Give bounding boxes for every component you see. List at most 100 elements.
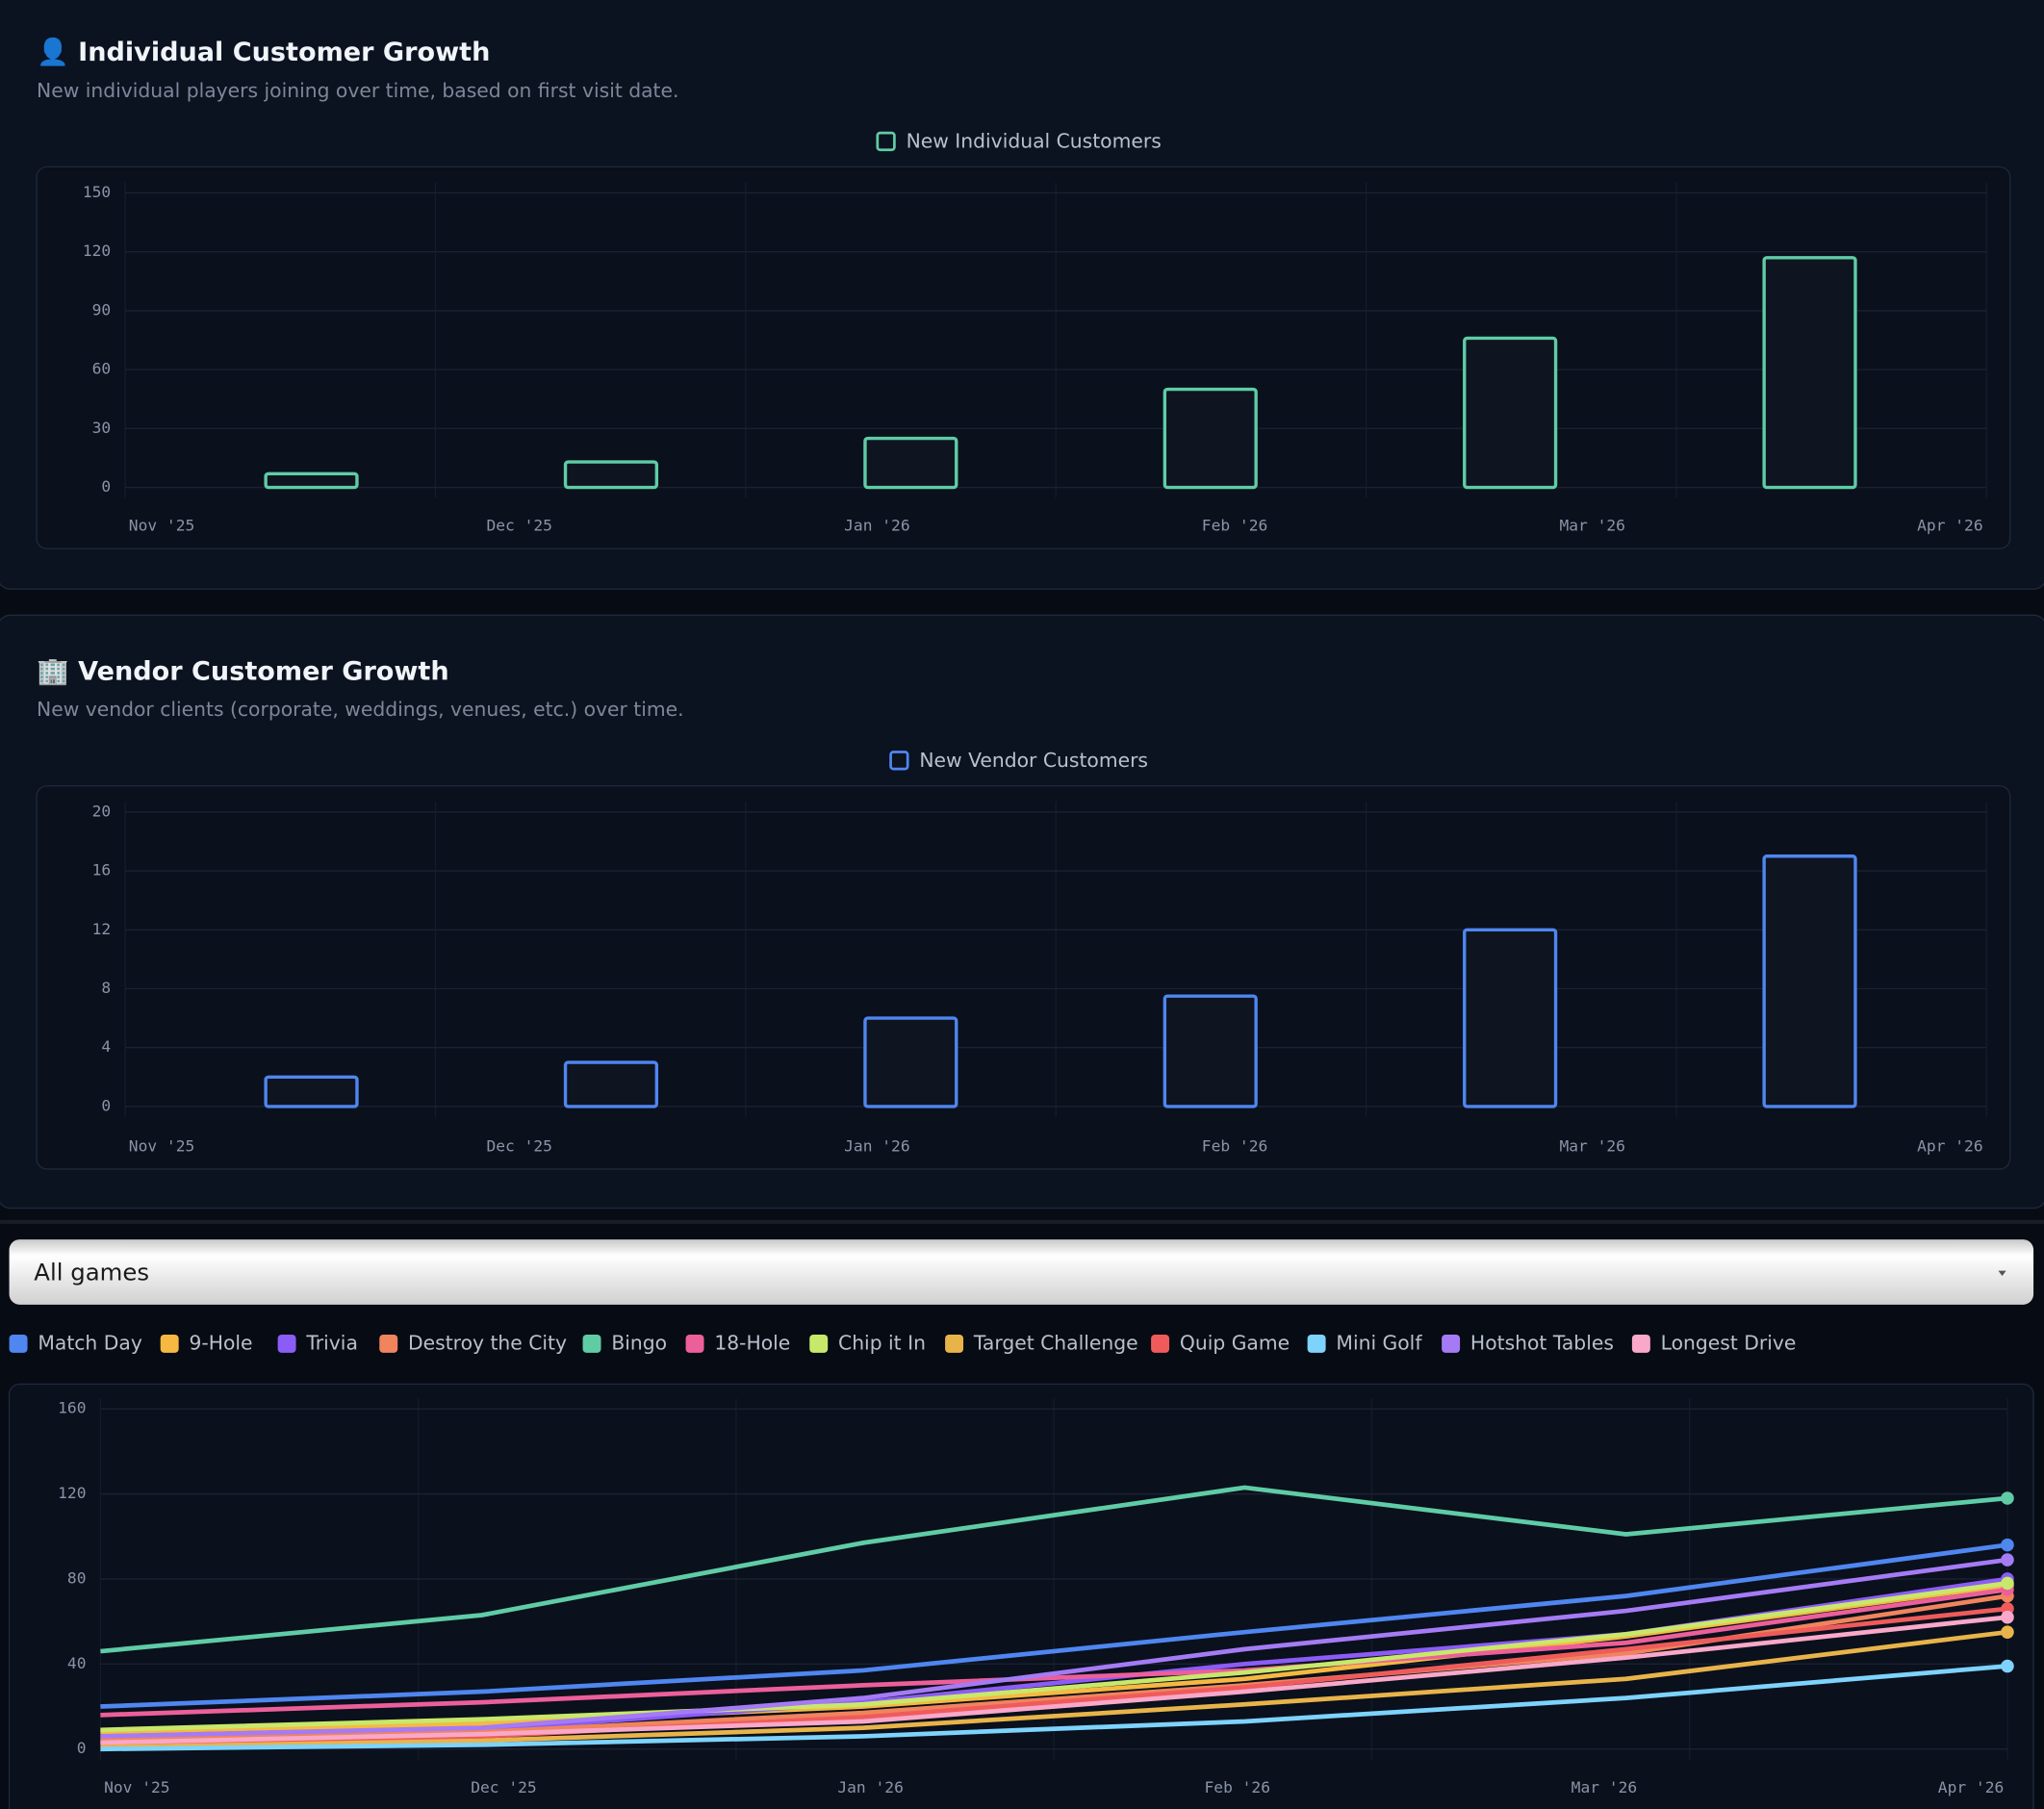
chart-title: 👤 Individual Customer Growth [37,37,490,67]
y-tick-label: 120 [83,242,111,260]
end-point [2001,1659,2014,1673]
x-tick-label: Mar '26 [1559,1136,1624,1155]
legend-swatch [809,1334,829,1353]
y-tick-label: 4 [101,1037,111,1056]
x-tick-label: Nov '25 [129,517,194,535]
legend-label: Destroy the City [408,1331,567,1354]
series-line [100,1587,2008,1718]
legend-label: Bingo [611,1331,667,1354]
x-tick-label: Jan '26 [844,517,909,535]
plot-box [36,785,2011,1170]
end-point [2001,1538,2014,1552]
y-tick-label: 12 [92,920,112,938]
x-tick-label: Feb '26 [1202,517,1267,535]
legend-label: Trivia [305,1331,358,1354]
series-line [100,1629,2008,1747]
bar [264,1075,359,1108]
y-tick-label: 150 [83,183,111,201]
y-tick-label: 16 [92,861,112,879]
legend-label: Quip Game [1180,1331,1290,1354]
legend-label: 18-Hole [714,1331,790,1354]
legend-swatch [9,1334,28,1353]
legend-swatch [582,1334,601,1353]
legend-swatch [685,1334,704,1353]
bar [1463,336,1558,490]
y-tick-label: 80 [67,1568,87,1587]
bar [264,471,359,490]
legend-label: Hotshot Tables [1470,1331,1614,1354]
end-point [2001,1576,2014,1591]
separator [0,1219,2044,1224]
x-tick-label: Feb '26 [1205,1778,1270,1796]
x-tick-label: Dec '25 [486,1136,551,1155]
x-tick-label: Apr '26 [1917,517,1982,535]
legend-swatch [277,1334,296,1353]
legend-label: Target Challenge [973,1331,1138,1354]
x-tick-label: Feb '26 [1202,1136,1267,1155]
y-tick-label: 30 [92,419,112,437]
legend-label: 9-Hole [189,1331,252,1354]
x-tick-label: Apr '26 [1938,1778,2004,1796]
series-line [100,1485,2008,1654]
series-line [100,1581,2008,1733]
legend-swatch [1442,1334,1461,1353]
y-tick-label: 160 [58,1399,86,1417]
x-tick-label: Jan '26 [844,1136,909,1155]
bar [1762,854,1857,1108]
series-line [100,1542,2008,1709]
bar [1163,994,1258,1108]
dropdown-label: All games [34,1258,149,1286]
legend-label: New Vendor Customers [919,749,1148,772]
y-tick-label: 0 [77,1739,87,1757]
x-tick-label: Dec '25 [471,1778,536,1796]
y-tick-label: 0 [101,477,111,496]
chart-subtitle: New vendor clients (corporate, weddings,… [37,698,684,721]
legend-label: Longest Drive [1661,1331,1797,1354]
legend-swatch [876,131,896,152]
plot-box [36,166,2011,549]
legend-swatch [1151,1334,1170,1353]
legend-label: Mini Golf [1336,1331,1422,1354]
legend-swatch [945,1334,964,1353]
chart-subtitle: New individual players joining over time… [37,79,678,102]
legend-swatch [379,1334,398,1353]
legend-label: Match Day [38,1331,141,1354]
end-point [2001,1491,2014,1505]
legend-swatch [1631,1334,1650,1353]
x-tick-label: Apr '26 [1917,1136,1982,1155]
bar [1163,387,1258,490]
bar [1463,928,1558,1108]
legend-label: Chip it In [838,1331,926,1354]
y-tick-label: 60 [92,360,112,378]
y-tick-label: 0 [101,1096,111,1114]
x-tick-label: Mar '26 [1571,1778,1637,1796]
dropdown-arrow [1998,1270,2006,1277]
bar [863,436,958,490]
bar [863,1016,958,1108]
series-line [100,1615,2008,1745]
series-line [100,1664,2008,1752]
y-tick-label: 40 [67,1654,87,1672]
y-tick-label: 120 [58,1484,86,1502]
bar [563,1060,659,1108]
dropdown[interactable] [9,1239,2034,1305]
legend-swatch [889,751,909,771]
series-line [100,1557,2008,1739]
y-tick-label: 8 [101,979,111,997]
bar [563,460,659,490]
y-tick-label: 90 [92,300,112,318]
legend-label: New Individual Customers [907,130,1162,153]
x-tick-label: Mar '26 [1559,517,1624,535]
end-point [2001,1625,2014,1639]
chart-title: 🏢 Vendor Customer Growth [37,656,449,686]
end-point [2001,1553,2014,1567]
x-tick-label: Nov '25 [104,1778,169,1796]
legend-swatch [1307,1334,1326,1353]
x-tick-label: Nov '25 [129,1136,194,1155]
bar [1762,256,1857,490]
end-point [2001,1610,2014,1624]
y-tick-label: 20 [92,802,112,820]
x-tick-label: Dec '25 [486,517,551,535]
